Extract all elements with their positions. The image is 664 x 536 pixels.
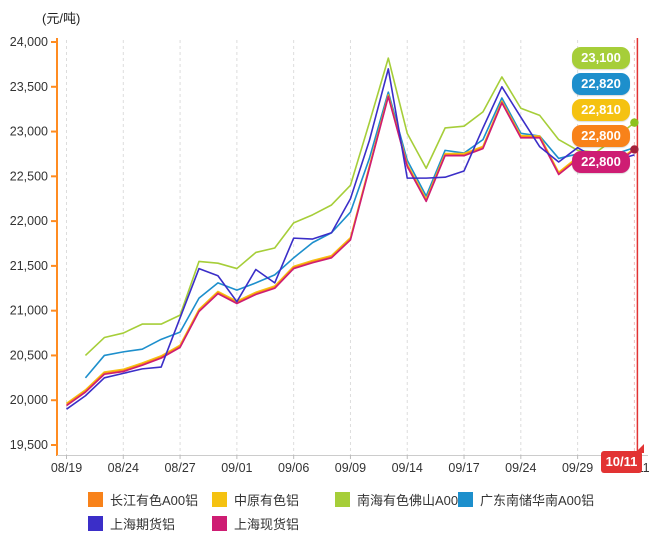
y-axis-tick-label: 19,500	[10, 438, 48, 452]
legend-swatch	[212, 492, 227, 507]
y-axis-tick-label: 20,000	[10, 393, 48, 407]
series-end-marker	[630, 145, 639, 154]
highlighted-date-badge: 10/11	[601, 444, 644, 473]
x-axis-tick-label: 09/17	[448, 461, 479, 475]
x-axis-tick-label: 09/06	[278, 461, 309, 475]
y-axis-tick-label: 22,000	[10, 214, 48, 228]
price-callout-4: 22,800	[572, 125, 630, 147]
legend-label: 南海有色佛山A00铝	[357, 493, 472, 508]
price-callout-3: 22,810	[572, 99, 630, 121]
x-axis-tick-label: 09/01	[221, 461, 252, 475]
x-axis-tick-label: 09/09	[335, 461, 366, 475]
legend-swatch	[335, 492, 350, 507]
y-axis-tick-label: 23,000	[10, 125, 48, 139]
series-line-2	[66, 94, 635, 405]
x-axis-tick-label: 09/29	[562, 461, 593, 475]
series-end-marker	[630, 118, 639, 127]
legend-item[interactable]: 中原有色铝	[212, 490, 299, 509]
legend-swatch	[88, 516, 103, 531]
y-axis-tick-label: 21,500	[10, 259, 48, 273]
x-axis-tick-label: 08/24	[108, 461, 139, 475]
x-axis-tick-label: 09/14	[392, 461, 423, 475]
legend-item[interactable]: 长江有色A00铝	[88, 490, 198, 509]
price-callout-5: 22,800	[572, 151, 630, 173]
x-axis-tick-label: 08/19	[51, 461, 82, 475]
y-axis-unit-label: (元/吨)	[42, 11, 81, 26]
date-badge-notch	[635, 444, 644, 453]
legend-label: 上海现货铝	[234, 517, 300, 532]
y-axis-tick-label: 23,500	[10, 80, 48, 94]
price-callout-1: 23,100	[572, 47, 630, 69]
legend-label: 广东南储华南A00铝	[480, 493, 595, 508]
price-callout-2: 22,820	[572, 73, 630, 95]
legend-item[interactable]: 广东南储华南A00铝	[458, 490, 594, 509]
series-line-6	[66, 95, 635, 407]
y-axis-tick-label: 22,500	[10, 169, 48, 183]
legend-swatch	[458, 492, 473, 507]
x-axis-tick-label: 08/27	[164, 461, 195, 475]
legend-item[interactable]: 上海期货铝	[88, 514, 175, 533]
y-axis-tick-label: 21,000	[10, 304, 48, 318]
y-axis-tick-label: 24,000	[10, 35, 48, 49]
price-chart-svg[interactable]: 19,500 20,000 20,500 21,000 21,500 22,000 22,5…	[0, 0, 664, 486]
x-axis-tick-label: 09/24	[505, 461, 536, 475]
legend-label: 长江有色A00铝	[110, 493, 199, 508]
date-badge-label: 10/11	[605, 454, 638, 469]
series-line-4	[84, 91, 635, 379]
y-axis-tick-label: 20,500	[10, 348, 48, 362]
legend-item[interactable]: 南海有色佛山A00铝	[335, 490, 471, 509]
legend-item[interactable]: 上海现货铝	[212, 514, 299, 533]
series-line-3	[84, 57, 635, 357]
series-line-5	[66, 68, 635, 410]
legend-swatch	[212, 516, 227, 531]
legend-swatch	[88, 492, 103, 507]
legend-label: 中原有色铝	[234, 493, 300, 508]
legend-label: 上海期货铝	[110, 517, 176, 532]
